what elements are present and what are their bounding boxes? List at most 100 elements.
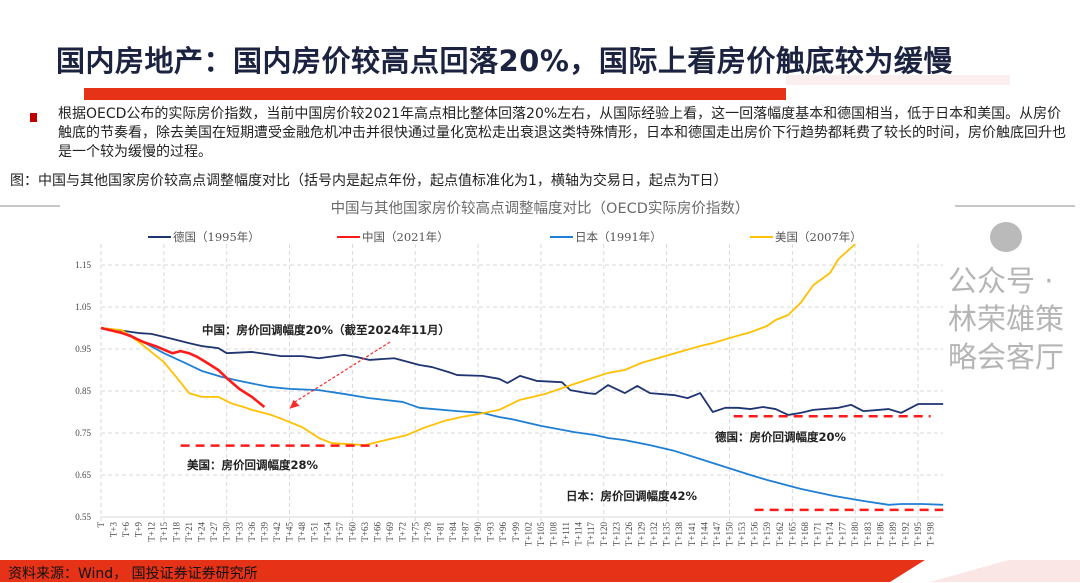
x-tick-label: T+48 (297, 522, 307, 542)
x-tick-label: T+66 (373, 522, 383, 542)
x-tick-label: T+168 (800, 522, 810, 547)
x-tick-label: T+105 (536, 522, 546, 547)
title-accent-bar (84, 88, 786, 100)
y-tick-label: 0.95 (75, 344, 91, 354)
y-tick-label: 0.75 (75, 428, 91, 438)
x-tick-label: T+132 (649, 522, 659, 546)
x-tick-label: T+57 (335, 522, 345, 542)
x-tick-label: T+30 (222, 522, 232, 542)
x-tick-label: T+135 (662, 522, 672, 547)
x-tick-label: T+99 (511, 522, 521, 542)
x-tick-label: T+51 (310, 522, 320, 542)
x-tick-label: T+198 (926, 522, 936, 547)
series-line-2 (100, 327, 944, 506)
legend-label: 日本（1991年） (575, 230, 662, 244)
divider-right (955, 205, 1075, 207)
x-tick-label: T+147 (712, 522, 722, 547)
series-line-1 (100, 326, 266, 408)
divider-left (0, 205, 60, 207)
x-tick-label: T+60 (347, 522, 357, 542)
x-tick-label: T+171 (812, 522, 822, 546)
x-tick-label: T+96 (498, 522, 508, 542)
x-tick-label: T+138 (674, 522, 684, 547)
x-tick-label: T+192 (900, 522, 910, 546)
x-tick-label: T+36 (247, 522, 257, 542)
x-tick-label: T+33 (234, 522, 244, 542)
x-tick-label: T+21 (184, 522, 194, 542)
x-tick-label: T+126 (624, 522, 634, 547)
x-tick-label: T+81 (435, 522, 445, 542)
footer-bar (0, 560, 1080, 582)
annotation-label: 日本：房价回调幅度42% (566, 489, 698, 503)
x-tick-label: T+177 (838, 522, 848, 547)
x-tick-label: T+9 (134, 522, 144, 538)
annotation-china: 中国：房价回调幅度20%（截至2024年11月） (202, 323, 450, 337)
x-tick-label: T+189 (888, 522, 898, 547)
bullet-square-icon (30, 113, 37, 122)
wechat-icon (990, 222, 1022, 252)
x-tick-label: T+87 (461, 522, 471, 542)
x-tick-label: T+117 (586, 522, 596, 546)
chart: 中国与其他国家房价较高点调整幅度对比（OECD实际房价指数） 0.55 0.65 0.… (75, 199, 944, 547)
x-tick-label: T+102 (523, 522, 533, 546)
x-tick-label: T+24 (197, 522, 207, 542)
series-line-3 (100, 244, 856, 447)
y-tick-label: 1.05 (75, 302, 91, 312)
y-tick-label: 1.15 (75, 260, 91, 270)
y-tick-label: 0.65 (75, 470, 91, 480)
x-tick-label: T+63 (360, 522, 370, 542)
title-highlight (786, 75, 1010, 85)
bullet-text: 根据OECD公布的实际房价指数，当前中国房价较2021年高点相比整体回落20%左… (58, 106, 1066, 160)
y-tick-label: 0.85 (75, 386, 91, 396)
x-tick-label: T+114 (574, 522, 584, 546)
x-tick-label: T+45 (285, 522, 295, 542)
x-tick-label: T+18 (171, 522, 181, 542)
x-tick-label: T+174 (825, 522, 835, 547)
x-tick-label: T+3 (109, 522, 119, 538)
x-tick-label: T+93 (486, 522, 496, 542)
x-tick-label: T+27 (209, 522, 219, 542)
x-tick-label: T+12 (146, 522, 156, 542)
x-tick-label: T+54 (322, 522, 332, 542)
x-tick-label: T+180 (850, 522, 860, 547)
x-tick-label: T+150 (725, 522, 735, 547)
legend-label: 中国（2021年） (362, 230, 449, 244)
figure-caption: 图：中国与其他国家房价较高点调整幅度对比（括号内是起点年份，起点值标准化为1，横… (10, 173, 728, 189)
watermark: 公众号 · 林荣雄策略会客厅 (948, 264, 1065, 374)
y-tick-label: 0.55 (75, 512, 91, 522)
x-tick-label: T+123 (611, 522, 621, 547)
x-tick-label: T+78 (423, 522, 433, 542)
x-tick-label: T+39 (259, 522, 269, 542)
x-tick-label: T+15 (159, 522, 169, 542)
x-tick-label: T+120 (599, 522, 609, 547)
x-tick-label: T+84 (448, 522, 458, 542)
x-tick-label: T+186 (875, 522, 885, 547)
chart-title: 中国与其他国家房价较高点调整幅度对比（OECD实际房价指数） (331, 199, 750, 217)
x-tick-label: T+75 (410, 522, 420, 542)
x-tick-label: T+69 (385, 522, 395, 542)
x-tick-label: T+165 (787, 522, 797, 547)
x-tick-label: T+111 (561, 522, 571, 545)
x-tick-label: T+159 (762, 522, 772, 547)
x-tick-label: T+72 (398, 522, 408, 542)
x-tick-label: T+156 (750, 522, 760, 547)
x-tick-label: T+153 (737, 522, 747, 547)
x-tick-label: T+6 (121, 522, 131, 538)
annotation-label: 德国：房价回调幅度20% (714, 430, 847, 444)
source-note: 资料来源：Wind， 国投证券证券研究所 (8, 566, 258, 582)
legend-label: 美国（2007年） (775, 230, 862, 244)
x-tick-label: T+183 (863, 522, 873, 547)
x-tick-label: T+195 (913, 522, 923, 547)
legend-label: 德国（1995年） (173, 230, 260, 244)
x-tick-label: T+90 (473, 522, 483, 542)
x-tick-label: T+141 (687, 522, 697, 546)
series-line-0 (100, 327, 944, 416)
x-tick-label: T+129 (637, 522, 647, 547)
page-title: 国内房地产：国内房价较高点回落20%，国际上看房价触底较为缓慢 (56, 44, 953, 78)
annotation-label: 美国：房价回调幅度28% (187, 458, 319, 472)
arrowhead-icon (289, 399, 300, 409)
x-tick-label: T+162 (775, 522, 785, 546)
x-tick-label: T (96, 522, 106, 528)
annotation-arrow (293, 341, 391, 404)
x-tick-label: T+108 (549, 522, 559, 547)
